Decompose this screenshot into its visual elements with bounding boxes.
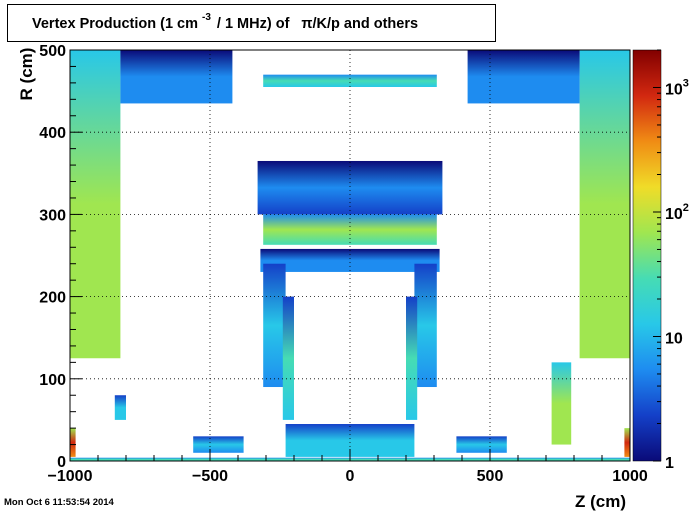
x-tick-label: 1000 [612, 468, 648, 485]
x-tick-label: 0 [346, 468, 355, 485]
detector-region-top-ring-left [120, 50, 233, 104]
detector-region-coil-region [260, 248, 440, 272]
title-middle: / 1 MHz) of [216, 16, 290, 32]
detector-region-tracker-right [414, 263, 437, 388]
detector-region-outer-calo-right [579, 50, 630, 359]
x-tick-label: 500 [477, 468, 504, 485]
detector-region-endcap-left [193, 436, 244, 453]
y-tick-label: 200 [39, 290, 66, 307]
detector-region-forward-right [624, 428, 630, 457]
title-particles: π/K/p and others [301, 16, 419, 32]
x-tick-label: −1000 [48, 468, 93, 485]
detector-region-top-bar [263, 74, 437, 87]
x-tick-label: −500 [192, 468, 228, 485]
title-exponent: -3 [202, 12, 211, 23]
y-tick-label: 400 [39, 125, 66, 142]
y-tick-label: 100 [39, 372, 66, 389]
y-tick-label: 0 [57, 454, 66, 471]
colorbar-tick-label: 10 [665, 330, 683, 347]
y-tick-label: 500 [39, 43, 66, 60]
detector-region-small-block-left [114, 395, 126, 420]
chart-title-box: Vertex Production (1 cm -3 / 1 MHz) of π/K/… [7, 4, 496, 42]
footer-timestamp: Mon Oct 6 11:53:54 2014 [4, 497, 114, 508]
detector-region-cryostat-top [257, 160, 443, 215]
y-tick-label: 300 [39, 207, 66, 224]
detector-region-barrel-modules [263, 214, 437, 245]
colorbar [632, 49, 662, 462]
x-axis-title: Z (cm) [575, 492, 626, 511]
detector-region-tracker-inner-right [406, 296, 418, 420]
detector-region-outer-calo-left [70, 50, 121, 359]
detector-region-tracker-inner-left [282, 296, 294, 420]
detector-region-small-block-right [551, 362, 572, 445]
detector-region-tracker-left [263, 263, 286, 388]
colorbar-tick-label: 103 [665, 77, 689, 98]
detector-region-top-ring-right [467, 50, 580, 104]
colorbar-tick-label: 1 [665, 455, 674, 472]
detector-region-forward-left [70, 428, 76, 457]
y-axis-title: R (cm) [17, 47, 36, 101]
chart-title: Vertex Production (1 cm -3 / 1 MHz) of π/K/… [32, 12, 419, 32]
detector-region-endcap-right [456, 436, 507, 453]
title-prefix: Vertex Production (1 cm [32, 16, 198, 32]
colorbar-tick-label: 102 [665, 202, 689, 223]
